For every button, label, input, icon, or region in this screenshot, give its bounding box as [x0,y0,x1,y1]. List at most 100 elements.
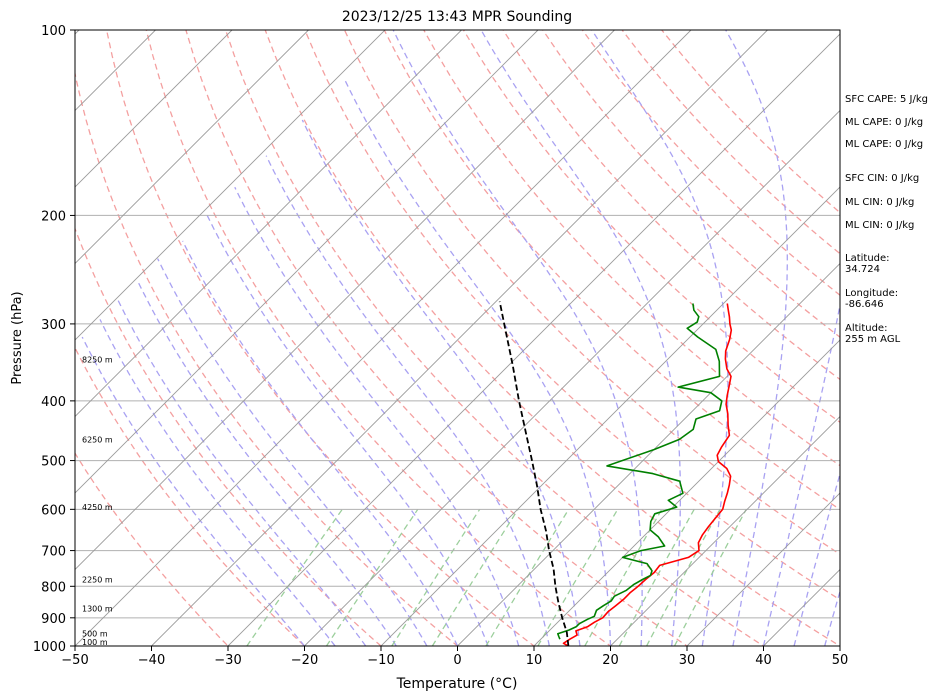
x-tick-label: −10 [367,653,394,668]
isotherm [75,30,615,571]
dry-adiabat [502,30,840,381]
y-tick-label: 400 [41,395,66,410]
isotherm [75,30,462,418]
moist-adiabat [182,240,459,646]
ml-cin-label-2: ML CIN: 0 J/kg [845,220,915,231]
mixing-ratio-line [485,508,570,646]
moist-adiabat [392,30,643,646]
x-tick-label: 20 [602,653,619,668]
dry-adiabat [185,30,689,646]
x-tick-label: −30 [214,653,241,668]
dry-adiabat [75,226,382,646]
height-label: 500 m [82,630,108,639]
sfc-cin-label: SFC CIN: 0 J/kg [845,173,920,184]
y-axis-ticks: 100 200 300 400 500 600 700 800 900 1000 [33,24,75,655]
y-axis-label: Pressure (hPa) [10,291,25,384]
height-label: 1300 m [82,605,113,614]
dry-adiabat [75,346,306,646]
dry-adiabat [75,451,229,646]
x-tick-label: 30 [679,653,696,668]
isotherm [75,30,386,341]
isotherm [75,30,233,188]
y-tick-label: 200 [41,209,66,224]
moist-adiabat [824,589,840,646]
height-label: 100 m [82,638,108,647]
x-tick-label: −50 [61,653,88,668]
isotherm [151,30,768,646]
x-tick-label: −40 [138,653,165,668]
moist-adiabat [301,119,581,646]
x-tick-label: 10 [526,653,543,668]
dry-adiabat [383,30,840,511]
dry-adiabat [105,30,536,646]
isotherm [75,30,309,265]
y-tick-label: 600 [41,503,66,518]
plot-frame [74,29,841,647]
mixing-ratio-line [431,508,519,646]
latitude-label: Latitude: [845,253,890,264]
moist-adiabat [81,336,305,646]
x-tick-label: −20 [291,653,318,668]
y-tick-label: 1000 [33,640,66,655]
longitude-value: -86.646 [845,299,884,310]
y-tick-label: 500 [41,455,66,470]
sounding-traces [498,301,733,646]
ml-cape-label: ML CAPE: 0 J/kg [845,117,924,128]
y-tick-label: 800 [41,580,66,595]
y-tick-label: 100 [41,24,66,39]
isotherm [686,492,840,646]
isotherm [227,33,840,646]
height-label: 2250 m [82,576,113,585]
moist-adiabat [343,78,612,646]
temperature-trace [562,303,733,646]
moist-adiabat [793,471,840,646]
height-label: 6250 m [82,435,113,444]
moist-adiabat [99,319,336,646]
skewed-isotherms [0,30,840,646]
x-axis-ticks: −50 −40 −30 −20 −10 0 10 20 30 40 50 [61,646,848,668]
y-tick-label: 900 [41,612,66,627]
latitude-value: 34.724 [845,264,880,275]
mixing-ratio-line [646,508,721,646]
height-label: 4250 m [82,503,113,512]
moist-adiabat [117,300,367,646]
isotherm [380,186,840,646]
moist-adiabat [591,30,729,646]
mixing-ratio-line [584,508,663,646]
moist-adiabat [136,280,397,646]
isotherm [304,109,840,646]
dewpoint-trace [556,303,723,640]
x-axis-label: Temperature (°C) [396,676,518,692]
moist-adiabat [762,301,840,646]
sfc-cape-label: SFC CAPE: 5 J/kg [845,94,928,105]
dry-adiabat [304,30,840,601]
dry-adiabat [423,30,840,467]
dry-adiabat [145,30,612,646]
isotherm [75,30,539,494]
longitude-label: Longitude: [845,288,899,299]
isotherm [0,30,3,646]
dry-adiabat [75,70,459,646]
ml-cin-label: ML CIN: 0 J/kg [845,197,915,208]
x-tick-label: 50 [832,653,849,668]
moist-adiabat [480,30,682,646]
moist-adiabat [234,186,520,646]
x-tick-label: 40 [755,653,772,668]
mixing-ratio-line [246,508,343,646]
moist-adiabat [157,258,428,646]
altitude-label: Altitude: [845,323,888,334]
mixing-ratio-line [673,508,747,646]
isotherm [457,262,840,646]
dry-adiabat [224,30,765,646]
moist-adiabat [725,30,788,646]
x-tick-label: 0 [453,653,461,668]
isotherm [75,30,692,646]
reference-lines [75,30,840,646]
y-tick-label: 700 [41,545,66,560]
mixing-ratio-line [391,508,481,646]
mixing-ratio-line [537,508,619,646]
y-tick-label: 300 [41,318,66,333]
isotherm [533,339,840,646]
